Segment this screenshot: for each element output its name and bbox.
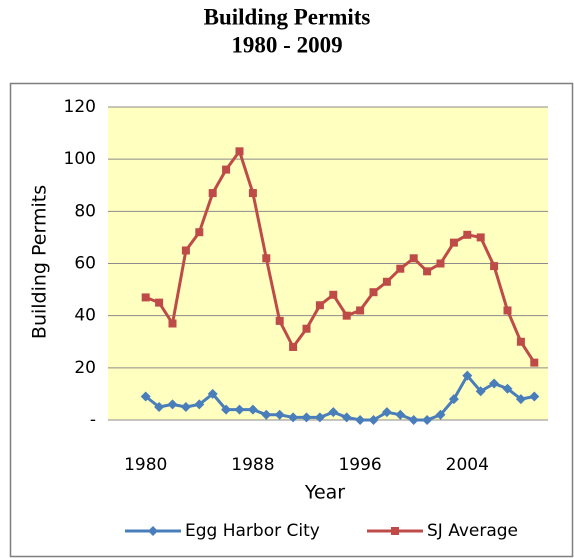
marker bbox=[409, 254, 418, 263]
legend-label: SJ Average bbox=[427, 521, 518, 541]
marker bbox=[262, 254, 271, 263]
y-tick-label: 100 bbox=[64, 149, 96, 169]
marker bbox=[448, 394, 459, 405]
marker bbox=[475, 386, 486, 397]
y-tick-label: 20 bbox=[74, 358, 96, 378]
x-tick-label: 1980 bbox=[124, 455, 167, 475]
marker bbox=[314, 412, 325, 423]
x-tick-label: 1996 bbox=[338, 455, 381, 475]
marker bbox=[408, 415, 419, 425]
marker bbox=[423, 267, 432, 276]
y-tick-label: 80 bbox=[74, 201, 96, 221]
marker bbox=[234, 404, 245, 415]
y-tick-label: 60 bbox=[74, 254, 96, 274]
marker bbox=[502, 383, 513, 394]
marker bbox=[342, 311, 351, 320]
marker bbox=[167, 399, 178, 410]
marker bbox=[248, 189, 257, 198]
x-tick-label: 2004 bbox=[446, 455, 489, 475]
marker bbox=[395, 409, 406, 420]
marker bbox=[489, 378, 500, 389]
marker bbox=[381, 407, 392, 418]
marker bbox=[329, 290, 338, 299]
marker bbox=[368, 415, 379, 425]
marker bbox=[328, 407, 339, 418]
legend-marker bbox=[391, 527, 399, 535]
marker bbox=[369, 288, 378, 297]
marker bbox=[449, 238, 458, 247]
marker bbox=[208, 189, 217, 198]
marker bbox=[274, 409, 285, 420]
marker bbox=[180, 401, 191, 412]
marker bbox=[195, 228, 204, 237]
marker bbox=[194, 399, 205, 410]
marker bbox=[275, 316, 284, 325]
x-axis-label: Year bbox=[304, 482, 345, 504]
marker bbox=[140, 391, 151, 402]
marker bbox=[315, 301, 324, 310]
marker bbox=[301, 412, 312, 423]
marker bbox=[422, 415, 433, 425]
marker bbox=[181, 246, 190, 255]
chart-subtitle: 1980 - 2009 bbox=[231, 32, 342, 57]
marker bbox=[356, 306, 365, 315]
marker bbox=[382, 277, 391, 286]
marker bbox=[168, 319, 177, 328]
marker bbox=[154, 401, 165, 412]
marker bbox=[530, 358, 539, 367]
marker bbox=[302, 324, 311, 333]
y-tick-label: 40 bbox=[74, 306, 96, 326]
marker bbox=[221, 404, 232, 415]
marker bbox=[396, 264, 405, 273]
marker bbox=[235, 147, 244, 156]
marker bbox=[503, 306, 512, 315]
y-tick-label: 120 bbox=[64, 97, 96, 117]
y-axis-label: Building Permits bbox=[29, 185, 51, 339]
marker bbox=[207, 388, 218, 399]
marker bbox=[435, 409, 446, 420]
legend-label: Egg Harbor City bbox=[185, 521, 320, 541]
marker bbox=[341, 412, 352, 423]
marker bbox=[289, 342, 298, 351]
marker bbox=[247, 404, 258, 415]
marker bbox=[490, 262, 499, 271]
legend-marker bbox=[148, 526, 158, 536]
marker bbox=[463, 230, 472, 239]
marker bbox=[516, 337, 525, 346]
marker bbox=[476, 233, 485, 242]
x-tick-label: 1988 bbox=[231, 455, 274, 475]
marker bbox=[222, 165, 231, 174]
marker bbox=[155, 298, 164, 307]
marker bbox=[462, 370, 473, 381]
marker bbox=[355, 415, 366, 425]
marker bbox=[436, 259, 445, 268]
marker bbox=[288, 412, 299, 423]
marker bbox=[261, 409, 272, 420]
marker bbox=[141, 293, 150, 302]
marker bbox=[515, 394, 526, 405]
marker bbox=[529, 391, 540, 402]
chart-title: Building Permits bbox=[204, 4, 371, 29]
y-tick-label: - bbox=[90, 410, 96, 430]
